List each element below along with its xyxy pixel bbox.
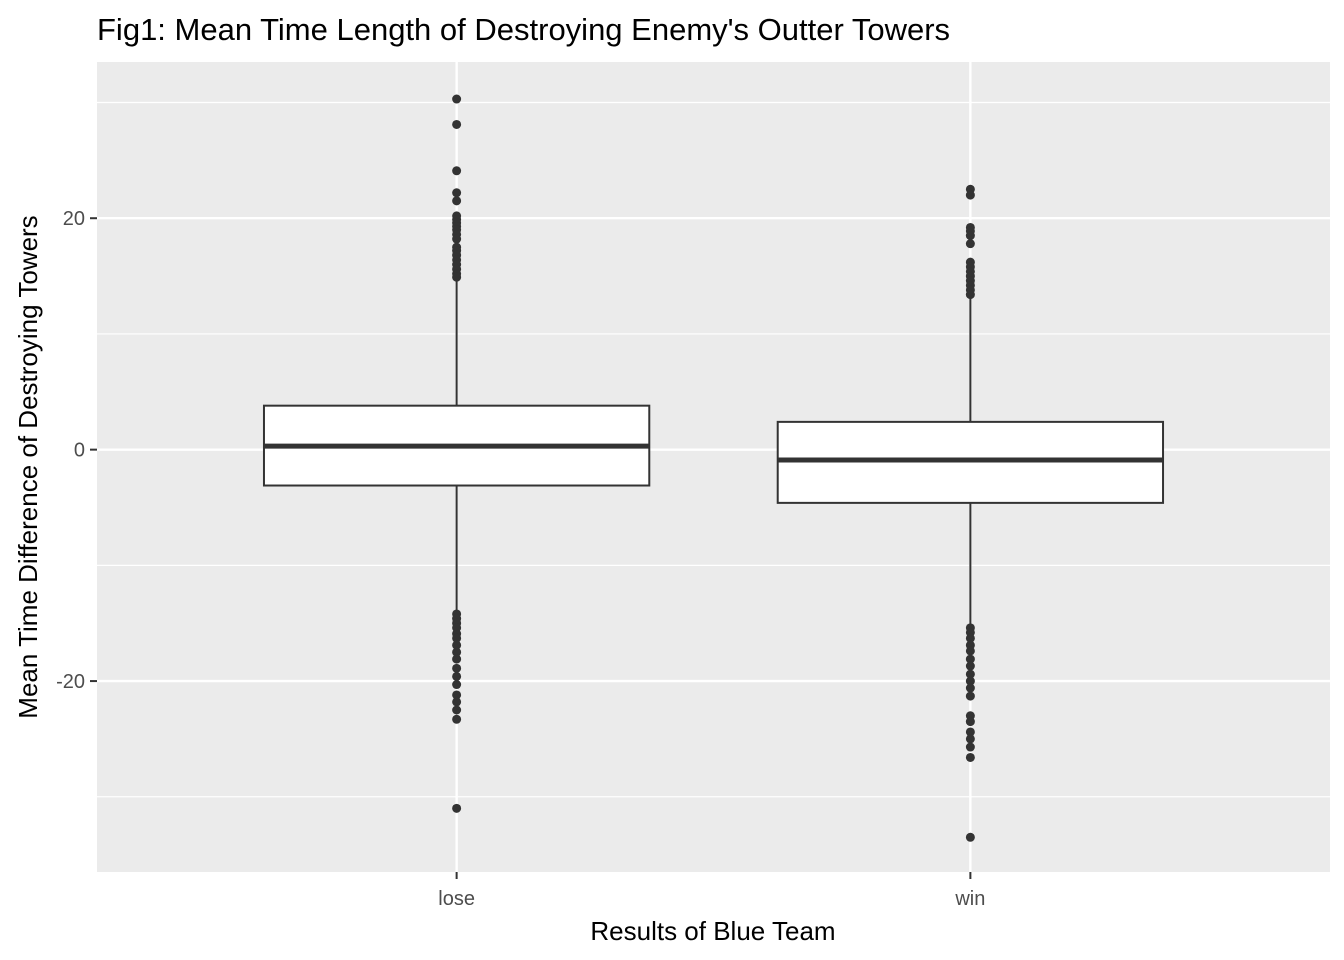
outlier-point (965, 717, 975, 727)
outlier-point (965, 742, 975, 752)
outlier-point (452, 663, 462, 673)
outlier-point (452, 640, 462, 650)
outlier-point (452, 234, 462, 244)
chart-title: Fig1: Mean Time Length of Destroying Ene… (97, 12, 950, 47)
outlier-point (965, 633, 975, 643)
outlier-point (452, 697, 462, 707)
outlier-point (452, 690, 462, 700)
outlier-point (452, 633, 462, 643)
minor-gridlines (97, 101, 1330, 798)
y-tick-label: 20 (63, 208, 85, 230)
outlier-point (965, 752, 975, 762)
box-win (776, 184, 1165, 842)
outlier-point (965, 727, 975, 737)
outlier-point (452, 188, 462, 198)
outlier-point (965, 691, 975, 701)
outlier-point (965, 661, 975, 671)
outlier-point (965, 290, 975, 300)
box-series (262, 94, 1165, 842)
x-axis-ticks: lose win (438, 872, 985, 910)
outlier-point (452, 94, 462, 104)
outlier-point (452, 654, 462, 664)
outlier-point (452, 714, 462, 724)
y-tick-label: -20 (56, 671, 85, 693)
outlier-point (965, 669, 975, 679)
x-axis-title: Results of Blue Team (590, 916, 835, 946)
y-tick-label: 0 (74, 440, 85, 462)
x-tick-label-lose: lose (438, 888, 475, 910)
outlier-point (965, 734, 975, 744)
outlier-point (965, 239, 975, 249)
outlier-point (452, 119, 462, 129)
outlier-point (965, 190, 975, 200)
outlier-point (452, 680, 462, 690)
outlier-point (452, 671, 462, 681)
outlier-point (452, 803, 462, 813)
outlier-point (965, 683, 975, 693)
outlier-point (452, 196, 462, 206)
outlier-point (965, 832, 975, 842)
outlier-point (965, 646, 975, 656)
y-axis-ticks: -20 0 20 (56, 208, 97, 693)
x-tick-label-win: win (954, 888, 985, 910)
y-axis-title: Mean Time Difference of Destroying Tower… (13, 215, 43, 718)
outlier-point (965, 231, 975, 241)
box-lose (262, 94, 651, 813)
outlier-point (965, 654, 975, 664)
outlier-point (452, 272, 462, 282)
outlier-point (452, 647, 462, 657)
outlier-point (452, 705, 462, 715)
outlier-point (452, 166, 462, 176)
outlier-point (965, 676, 975, 686)
